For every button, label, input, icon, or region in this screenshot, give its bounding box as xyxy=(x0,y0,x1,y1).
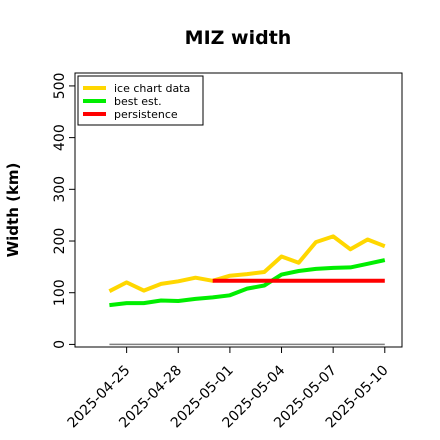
series-line-best-est xyxy=(109,258,386,308)
y-axis: 0 100 200 300 400 500 xyxy=(52,73,75,349)
legend-label-best-est: best est. xyxy=(114,95,162,108)
x-axis: 2025-04-252025-04-282025-05-012025-05-04… xyxy=(65,347,392,431)
y-tick-label: 400 xyxy=(52,124,68,151)
series-layer xyxy=(108,234,386,308)
y-tick-label: 200 xyxy=(52,228,68,255)
legend-label-persistence: persistence xyxy=(114,108,178,121)
y-tick-label: 100 xyxy=(52,279,68,306)
legend: ice chart data best est. persistence xyxy=(77,75,204,126)
y-tick-label: 0 xyxy=(52,340,68,349)
legend-label-ice-chart: ice chart data xyxy=(114,82,190,95)
y-tick-label: 300 xyxy=(52,176,68,203)
y-tick-label: 500 xyxy=(52,73,68,100)
plot-frame xyxy=(74,72,403,348)
y-axis-label: Width (km) xyxy=(4,163,22,258)
series-line-ice-chart-data xyxy=(108,234,386,293)
chart-title: MIZ width xyxy=(185,27,292,49)
